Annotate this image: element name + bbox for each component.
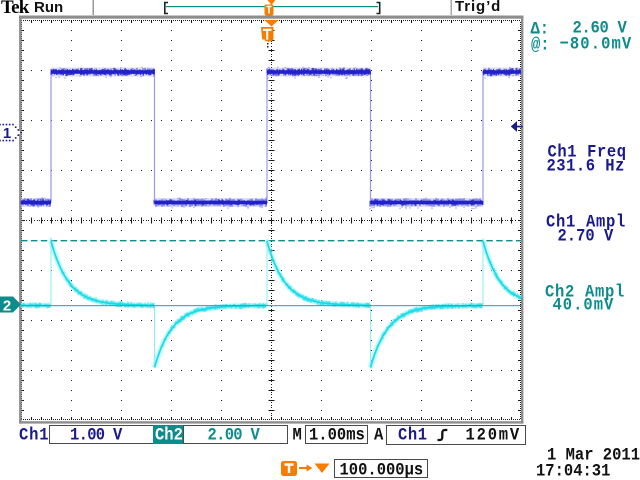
svg-text:1: 1 [3,125,11,142]
svg-text:2: 2 [3,298,11,315]
